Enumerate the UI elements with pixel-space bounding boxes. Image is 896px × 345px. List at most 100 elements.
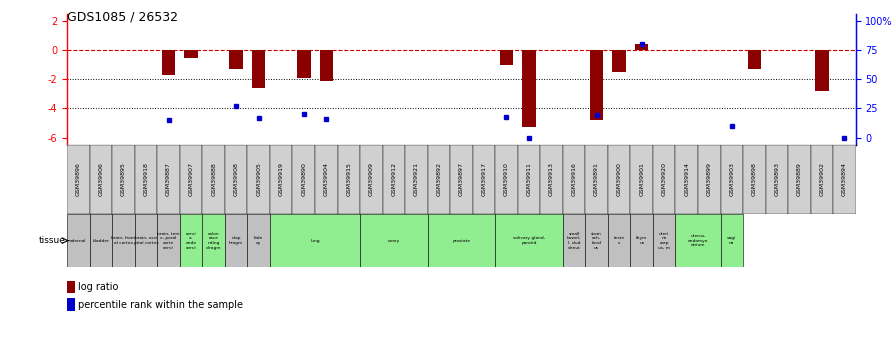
Bar xyxy=(202,214,225,267)
Text: brain, tem
x, poral
corte
cervi: brain, tem x, poral corte cervi xyxy=(158,232,180,249)
Bar xyxy=(522,50,536,127)
Text: GSM39918: GSM39918 xyxy=(143,162,149,196)
Bar xyxy=(635,45,649,50)
Bar xyxy=(720,214,743,267)
Bar xyxy=(747,50,761,69)
Bar xyxy=(252,50,265,88)
Text: percentile rank within the sample: percentile rank within the sample xyxy=(79,300,244,309)
Text: GSM39907: GSM39907 xyxy=(188,162,194,196)
Bar xyxy=(405,145,427,214)
Text: GSM39910: GSM39910 xyxy=(504,162,509,196)
Bar xyxy=(495,214,563,267)
Text: uteri
ne
corp
us, m: uteri ne corp us, m xyxy=(659,232,670,249)
Text: GSM39916: GSM39916 xyxy=(572,162,577,196)
Text: kidn
ey: kidn ey xyxy=(254,236,263,245)
Text: GSM39909: GSM39909 xyxy=(369,162,374,196)
Text: GSM39891: GSM39891 xyxy=(594,162,599,196)
Text: GSM39914: GSM39914 xyxy=(685,162,689,196)
Text: brain, occi
pital cortex: brain, occi pital cortex xyxy=(134,236,159,245)
Bar xyxy=(225,145,247,214)
Bar xyxy=(540,145,563,214)
Text: GSM39894: GSM39894 xyxy=(842,162,847,196)
Text: GSM39892: GSM39892 xyxy=(436,162,442,196)
Text: GSM39895: GSM39895 xyxy=(121,162,126,196)
Text: GSM39901: GSM39901 xyxy=(639,162,644,196)
Text: GSM39921: GSM39921 xyxy=(414,162,419,196)
Text: GSM39900: GSM39900 xyxy=(616,162,622,196)
Text: log ratio: log ratio xyxy=(79,283,119,292)
Bar xyxy=(518,145,540,214)
Bar xyxy=(631,214,653,267)
Bar xyxy=(134,145,158,214)
Bar xyxy=(158,214,180,267)
Bar xyxy=(585,214,607,267)
Bar xyxy=(653,214,676,267)
Bar xyxy=(270,145,292,214)
Text: GSM39899: GSM39899 xyxy=(707,162,711,196)
Bar xyxy=(563,145,585,214)
Bar xyxy=(297,50,311,78)
Bar xyxy=(676,214,720,267)
Bar xyxy=(698,145,720,214)
Bar xyxy=(270,214,360,267)
Text: ovary: ovary xyxy=(388,239,400,243)
Bar xyxy=(202,145,225,214)
Bar xyxy=(563,214,585,267)
Text: diap
hragm: diap hragm xyxy=(229,236,243,245)
Bar xyxy=(158,145,180,214)
Bar xyxy=(427,214,495,267)
Bar xyxy=(247,145,270,214)
Bar xyxy=(360,214,427,267)
Text: GSM39887: GSM39887 xyxy=(166,162,171,196)
Text: tissue: tissue xyxy=(39,236,66,245)
Bar xyxy=(185,50,198,58)
Bar xyxy=(590,50,603,120)
Bar xyxy=(811,145,833,214)
Text: GDS1085 / 26532: GDS1085 / 26532 xyxy=(67,10,178,23)
Bar xyxy=(247,214,270,267)
Text: GSM39897: GSM39897 xyxy=(459,162,464,196)
Text: GSM39903: GSM39903 xyxy=(729,162,735,196)
Bar xyxy=(67,298,75,310)
Text: GSM39890: GSM39890 xyxy=(301,162,306,196)
Text: bladder: bladder xyxy=(92,239,109,243)
Text: teste
s: teste s xyxy=(614,236,625,245)
Text: GSM39906: GSM39906 xyxy=(99,162,104,196)
Bar xyxy=(833,145,856,214)
Bar xyxy=(112,145,134,214)
Bar xyxy=(112,214,134,267)
Bar xyxy=(338,145,360,214)
Text: colon
asce
nding
diragm: colon asce nding diragm xyxy=(206,232,221,249)
Text: prostate: prostate xyxy=(452,239,470,243)
Bar xyxy=(788,145,811,214)
Bar xyxy=(495,145,518,214)
Text: GSM39904: GSM39904 xyxy=(323,162,329,196)
Bar xyxy=(473,145,495,214)
Bar xyxy=(450,145,473,214)
Text: vagi
na: vagi na xyxy=(727,236,737,245)
Text: thym
us: thym us xyxy=(636,236,647,245)
Bar xyxy=(180,214,202,267)
Text: GSM39917: GSM39917 xyxy=(481,162,487,196)
Bar xyxy=(90,145,112,214)
Bar xyxy=(225,214,247,267)
Text: GSM39896: GSM39896 xyxy=(76,162,81,196)
Text: lung: lung xyxy=(310,239,320,243)
Bar xyxy=(585,145,607,214)
Text: GSM39902: GSM39902 xyxy=(819,162,824,196)
Bar xyxy=(743,145,765,214)
Bar xyxy=(360,145,383,214)
Text: GSM39912: GSM39912 xyxy=(392,162,396,196)
Text: GSM39919: GSM39919 xyxy=(279,162,284,196)
Text: small
bowel,
I. dud
denut: small bowel, I. dud denut xyxy=(567,232,582,249)
Text: GSM39915: GSM39915 xyxy=(346,162,351,196)
Text: GSM39920: GSM39920 xyxy=(661,162,667,196)
Text: GSM39908: GSM39908 xyxy=(234,162,238,196)
Text: uterus,
endomyo
etrium: uterus, endomyo etrium xyxy=(688,234,708,247)
Bar xyxy=(500,50,513,65)
Text: GSM39911: GSM39911 xyxy=(527,162,531,196)
Text: GSM39905: GSM39905 xyxy=(256,162,262,196)
Bar xyxy=(292,145,315,214)
Text: salivary gland,
parotid: salivary gland, parotid xyxy=(513,236,545,245)
Bar xyxy=(607,214,631,267)
